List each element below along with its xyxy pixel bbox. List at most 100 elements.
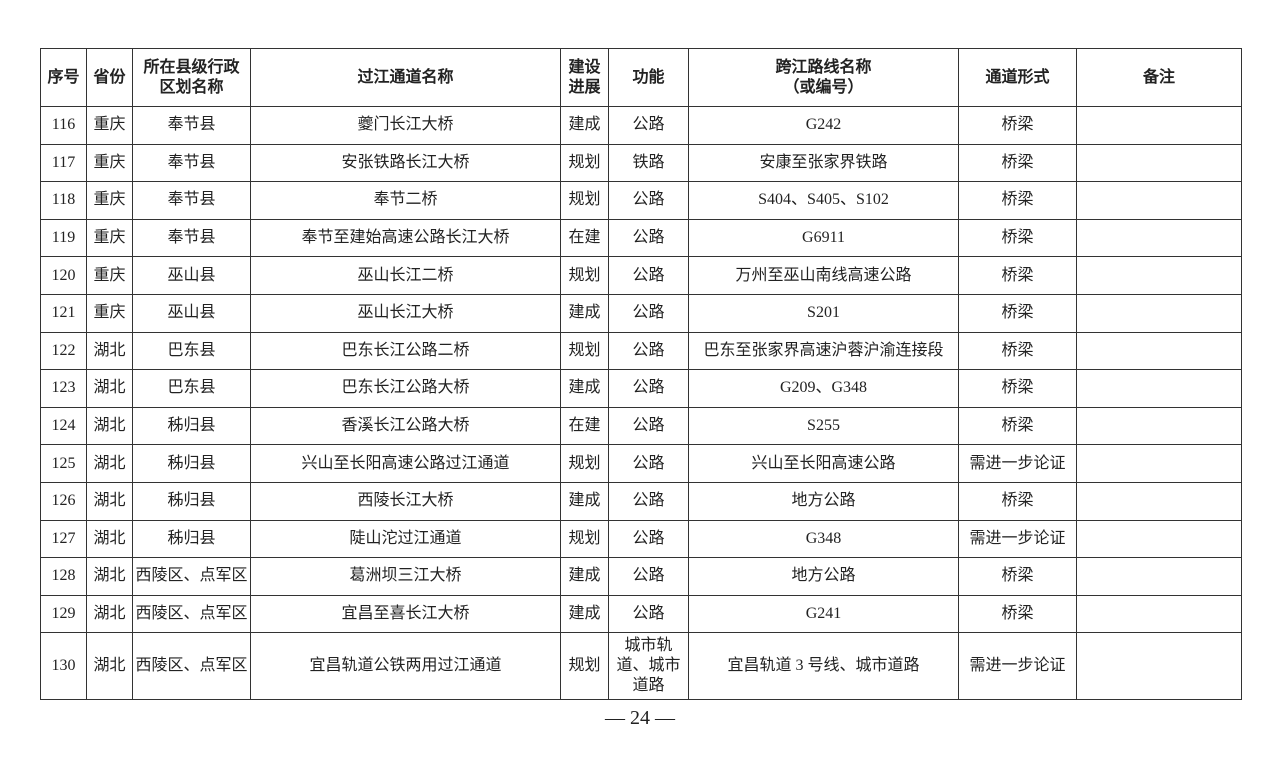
cell-progress: 在建 bbox=[560, 406, 609, 446]
cell-province: 湖北 bbox=[86, 632, 133, 701]
table-row: 116 重庆 奉节县 夔门长江大桥 建成 公路 G242 桥梁 bbox=[40, 106, 1242, 145]
cell-province: 重庆 bbox=[86, 143, 133, 183]
cell-form: 需进一步论证 bbox=[958, 444, 1077, 483]
cell-seq: 127 bbox=[40, 519, 87, 559]
cell-seq: 121 bbox=[40, 293, 87, 333]
cell-county: 奉节县 bbox=[132, 181, 251, 220]
cell-crossing-name: 陡山沱过江通道 bbox=[250, 519, 561, 559]
cell-crossing-name: 巴东长江公路大桥 bbox=[250, 369, 561, 408]
cell-province: 重庆 bbox=[86, 293, 133, 333]
cell-crossing-name: 奉节至建始高速公路长江大桥 bbox=[250, 218, 561, 258]
cell-form: 桥梁 bbox=[958, 256, 1077, 295]
cell-crossing-name: 巫山长江大桥 bbox=[250, 293, 561, 333]
cell-county: 秭归县 bbox=[132, 406, 251, 446]
cell-remarks bbox=[1076, 406, 1242, 446]
header-remarks: 备注 bbox=[1076, 48, 1242, 107]
table-row: 129 湖北 西陵区、点军区 宜昌至喜长江大桥 建成 公路 G241 桥梁 bbox=[40, 594, 1242, 634]
cell-county: 巫山县 bbox=[132, 293, 251, 333]
header-route: 跨江路线名称 （或编号） bbox=[688, 48, 959, 107]
cell-province: 湖北 bbox=[86, 481, 133, 521]
table-row: 123 湖北 巴东县 巴东长江公路大桥 建成 公路 G209、G348 桥梁 bbox=[40, 369, 1242, 408]
cell-seq: 128 bbox=[40, 557, 87, 596]
cell-route: G209、G348 bbox=[688, 369, 959, 408]
cell-progress: 建成 bbox=[560, 594, 609, 634]
cell-route: 巴东至张家界高速沪蓉沪渝连接段 bbox=[688, 331, 959, 371]
cell-remarks bbox=[1076, 557, 1242, 596]
cell-progress: 建成 bbox=[560, 106, 609, 145]
cell-county: 巴东县 bbox=[132, 331, 251, 371]
cell-county: 巫山县 bbox=[132, 256, 251, 295]
cell-seq: 126 bbox=[40, 481, 87, 521]
cell-county: 西陵区、点军区 bbox=[132, 557, 251, 596]
cell-route: 地方公路 bbox=[688, 481, 959, 521]
cell-county: 秭归县 bbox=[132, 481, 251, 521]
cell-form: 需进一步论证 bbox=[958, 632, 1077, 701]
header-seq: 序号 bbox=[40, 48, 87, 107]
cell-seq: 124 bbox=[40, 406, 87, 446]
cell-form: 桥梁 bbox=[958, 557, 1077, 596]
cell-function: 公路 bbox=[608, 256, 689, 295]
cell-province: 湖北 bbox=[86, 594, 133, 634]
cell-crossing-name: 宜昌至喜长江大桥 bbox=[250, 594, 561, 634]
cell-route: 兴山至长阳高速公路 bbox=[688, 444, 959, 483]
cell-province: 湖北 bbox=[86, 557, 133, 596]
cell-province: 重庆 bbox=[86, 218, 133, 258]
cell-function: 公路 bbox=[608, 519, 689, 559]
cell-form: 桥梁 bbox=[958, 293, 1077, 333]
cell-county: 奉节县 bbox=[132, 218, 251, 258]
table-row: 119 重庆 奉节县 奉节至建始高速公路长江大桥 在建 公路 G6911 桥梁 bbox=[40, 218, 1242, 258]
cell-county: 奉节县 bbox=[132, 143, 251, 183]
table-row: 118 重庆 奉节县 奉节二桥 规划 公路 S404、S405、S102 桥梁 bbox=[40, 181, 1242, 220]
table-row: 124 湖北 秭归县 香溪长江公路大桥 在建 公路 S255 桥梁 bbox=[40, 406, 1242, 446]
cell-remarks bbox=[1076, 218, 1242, 258]
page-number: — 24 — bbox=[605, 707, 675, 729]
table-row: 120 重庆 巫山县 巫山长江二桥 规划 公路 万州至巫山南线高速公路 桥梁 bbox=[40, 256, 1242, 295]
cell-crossing-name: 兴山至长阳高速公路过江通道 bbox=[250, 444, 561, 483]
cell-route: G348 bbox=[688, 519, 959, 559]
cell-crossing-name: 宜昌轨道公铁两用过江通道 bbox=[250, 632, 561, 701]
cell-function: 公路 bbox=[608, 181, 689, 220]
cell-seq: 120 bbox=[40, 256, 87, 295]
table-row: 117 重庆 奉节县 安张铁路长江大桥 规划 铁路 安康至张家界铁路 桥梁 bbox=[40, 143, 1242, 183]
cell-function: 公路 bbox=[608, 106, 689, 145]
cell-route: 安康至张家界铁路 bbox=[688, 143, 959, 183]
cell-progress: 建成 bbox=[560, 293, 609, 333]
cell-form: 桥梁 bbox=[958, 218, 1077, 258]
cell-remarks bbox=[1076, 106, 1242, 145]
table-row: 122 湖北 巴东县 巴东长江公路二桥 规划 公路 巴东至张家界高速沪蓉沪渝连接段 桥梁 bbox=[40, 331, 1242, 371]
cell-form: 桥梁 bbox=[958, 331, 1077, 371]
cell-route: S201 bbox=[688, 293, 959, 333]
cell-remarks bbox=[1076, 256, 1242, 295]
cell-form: 桥梁 bbox=[958, 106, 1077, 145]
header-function: 功能 bbox=[608, 48, 689, 107]
cell-province: 湖北 bbox=[86, 444, 133, 483]
cell-form: 桥梁 bbox=[958, 481, 1077, 521]
cell-route: 地方公路 bbox=[688, 557, 959, 596]
cell-remarks bbox=[1076, 481, 1242, 521]
table-row: 127 湖北 秭归县 陡山沱过江通道 规划 公路 G348 需进一步论证 bbox=[40, 519, 1242, 559]
cell-progress: 在建 bbox=[560, 218, 609, 258]
cell-function: 公路 bbox=[608, 218, 689, 258]
cell-progress: 规划 bbox=[560, 331, 609, 371]
cell-county: 巴东县 bbox=[132, 369, 251, 408]
cell-progress: 规划 bbox=[560, 519, 609, 559]
cell-crossing-name: 葛洲坝三江大桥 bbox=[250, 557, 561, 596]
cell-crossing-name: 奉节二桥 bbox=[250, 181, 561, 220]
cell-crossing-name: 香溪长江公路大桥 bbox=[250, 406, 561, 446]
header-form: 通道形式 bbox=[958, 48, 1077, 107]
cell-function: 公路 bbox=[608, 406, 689, 446]
cell-progress: 建成 bbox=[560, 369, 609, 408]
cell-route: S404、S405、S102 bbox=[688, 181, 959, 220]
cell-progress: 规划 bbox=[560, 181, 609, 220]
cell-seq: 125 bbox=[40, 444, 87, 483]
table-row: 126 湖北 秭归县 西陵长江大桥 建成 公路 地方公路 桥梁 bbox=[40, 481, 1242, 521]
table-header-row: 序号 省份 所在县级行政 区划名称 过江通道名称 建设 进展 功能 跨江路线名称 （或编号）… bbox=[40, 48, 1242, 107]
cell-province: 重庆 bbox=[86, 106, 133, 145]
cell-route: 宜昌轨道 3 号线、城市道路 bbox=[688, 632, 959, 701]
cell-remarks bbox=[1076, 369, 1242, 408]
cell-province: 湖北 bbox=[86, 331, 133, 371]
cell-seq: 129 bbox=[40, 594, 87, 634]
cell-remarks bbox=[1076, 632, 1242, 701]
cell-seq: 117 bbox=[40, 143, 87, 183]
cell-crossing-name: 安张铁路长江大桥 bbox=[250, 143, 561, 183]
